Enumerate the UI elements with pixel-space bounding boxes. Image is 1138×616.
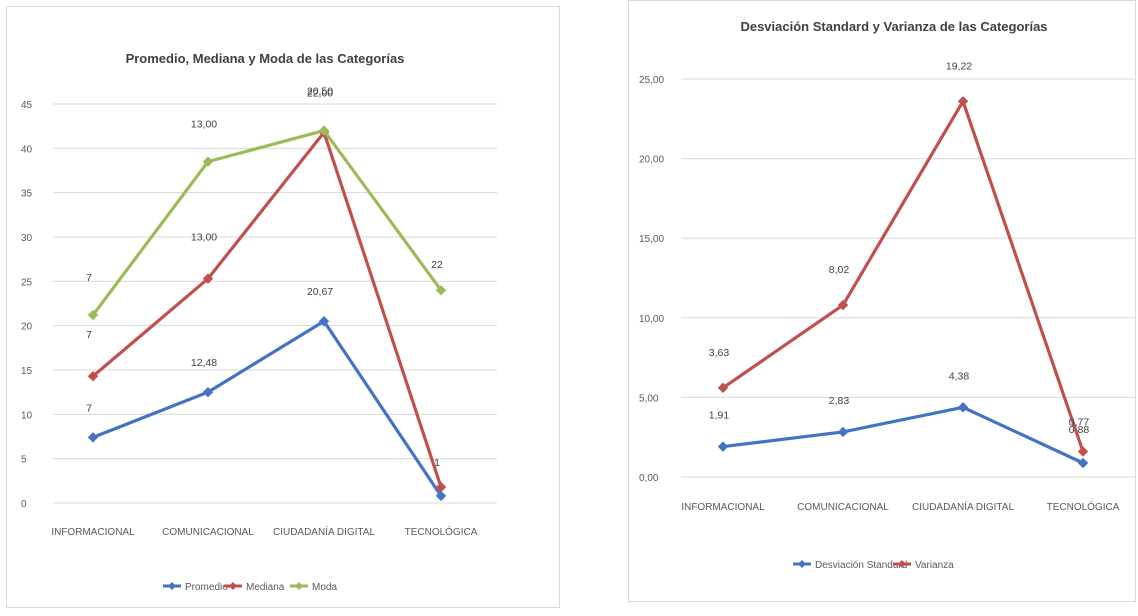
legend-label-mediana: Mediana: [246, 582, 285, 593]
data-point-mediana: [87, 370, 99, 382]
data-label-moda: 7: [86, 272, 92, 284]
series-line-promedio: [92, 319, 443, 497]
data-label-desviacion-standard: 1,91: [709, 410, 730, 422]
y-tick-label: 45: [21, 100, 33, 111]
data-point-varianza: [1077, 446, 1089, 457]
legend-marker-mediana: [229, 582, 237, 590]
series-line-varianza: [722, 99, 1085, 453]
series-line-mediana: [91, 130, 443, 488]
legend-label-promedio: Promedio: [185, 582, 228, 593]
chart-panel-dispersion: Desviación Standard y Varianza de las Ca…: [628, 0, 1136, 602]
series-line-desviacion-standard: [722, 405, 1084, 465]
legend-label-desviacion-standard: Desviación Standard: [815, 560, 907, 571]
x-category-label: COMUNICACIONAL: [797, 502, 889, 513]
data-point-moda: [87, 309, 99, 321]
data-label-varianza: 3,63: [709, 347, 730, 359]
y-tick-label: 0: [21, 499, 27, 510]
data-point-varianza: [957, 96, 969, 107]
data-label-moda: 22: [431, 259, 443, 271]
data-point-varianza: [717, 382, 729, 394]
y-tick-label: 20,00: [639, 155, 664, 166]
data-point-promedio: [87, 432, 99, 443]
data-label-varianza: 0,77: [1069, 417, 1090, 429]
x-category-label: COMUNICACIONAL: [162, 527, 254, 538]
data-label-mediana: 13,00: [191, 232, 217, 244]
data-label-promedio: 1: [434, 457, 440, 469]
chart-panel-statistics: Promedio, Mediana y Moda de las Categorí…: [6, 6, 560, 608]
y-tick-label: 40: [21, 144, 33, 155]
legend-label-moda: Moda: [312, 582, 337, 593]
chart-title: Promedio, Mediana y Moda de las Categorí…: [126, 51, 405, 66]
chart-promedio-mediana-moda: Promedio, Mediana y Moda de las Categorí…: [21, 51, 497, 593]
data-label-desviacion-standard: 4,38: [949, 370, 970, 382]
x-category-label: INFORMACIONAL: [681, 502, 765, 513]
data-label-mediana: 7: [86, 329, 92, 341]
y-tick-label: 25,00: [639, 75, 664, 86]
data-point-desviacion-standard: [957, 402, 969, 413]
data-label-mediana: 20,50: [307, 85, 333, 97]
y-tick-label: 35: [21, 189, 33, 200]
data-point-mediana: [435, 481, 447, 493]
y-tick-label: 25: [21, 277, 33, 288]
legend-marker-moda: [295, 582, 303, 590]
data-point-promedio: [318, 316, 330, 327]
x-category-label: INFORMACIONAL: [51, 527, 135, 538]
chart-title: Desviación Standard y Varianza de las Ca…: [740, 19, 1047, 34]
y-tick-label: 20: [21, 322, 33, 333]
data-label-desviacion-standard: 2,83: [829, 395, 850, 407]
x-category-label: CIUDADANÍA DIGITAL: [912, 500, 1014, 513]
data-label-promedio: 7: [86, 402, 92, 414]
data-point-promedio: [202, 386, 214, 398]
data-point-varianza: [837, 299, 849, 311]
data-point-promedio: [435, 490, 447, 502]
y-tick-label: 5: [21, 455, 27, 466]
chart-desviacion-varianza: Desviación Standard y Varianza de las Ca…: [639, 19, 1135, 571]
data-label-promedio: 12,48: [191, 357, 217, 369]
data-label-varianza: 19,22: [946, 60, 972, 72]
legend-marker-promedio: [168, 582, 176, 590]
y-tick-label: 15,00: [639, 234, 664, 245]
data-label-moda: 22,00: [307, 88, 333, 100]
x-category-label: TECNOLÓGICA: [405, 525, 478, 538]
data-point-mediana: [202, 273, 214, 284]
x-category-label: TECNOLÓGICA: [1047, 500, 1120, 513]
y-tick-label: 15: [21, 366, 33, 377]
data-point-moda: [435, 284, 447, 296]
y-tick-label: 10,00: [639, 314, 664, 325]
data-point-desviacion-standard: [717, 441, 729, 452]
data-point-desviacion-standard: [1077, 457, 1089, 469]
series-line-moda: [91, 128, 443, 316]
data-point-moda: [318, 125, 330, 136]
y-tick-label: 10: [21, 410, 33, 421]
legend-label-varianza: Varianza: [915, 560, 954, 571]
x-category-label: CIUDADANÍA DIGITAL: [273, 525, 375, 538]
data-point-moda: [202, 156, 214, 167]
y-tick-label: 5,00: [639, 393, 659, 404]
data-label-moda: 13,00: [191, 119, 217, 131]
legend-marker-varianza: [898, 560, 906, 568]
legend-marker-desviacion-standard: [798, 560, 806, 568]
data-label-promedio: 20,67: [307, 286, 333, 298]
y-tick-label: 30: [21, 233, 33, 244]
data-point-desviacion-standard: [837, 426, 849, 438]
y-tick-label: 0,00: [639, 473, 659, 484]
data-label-varianza: 8,02: [829, 264, 850, 276]
